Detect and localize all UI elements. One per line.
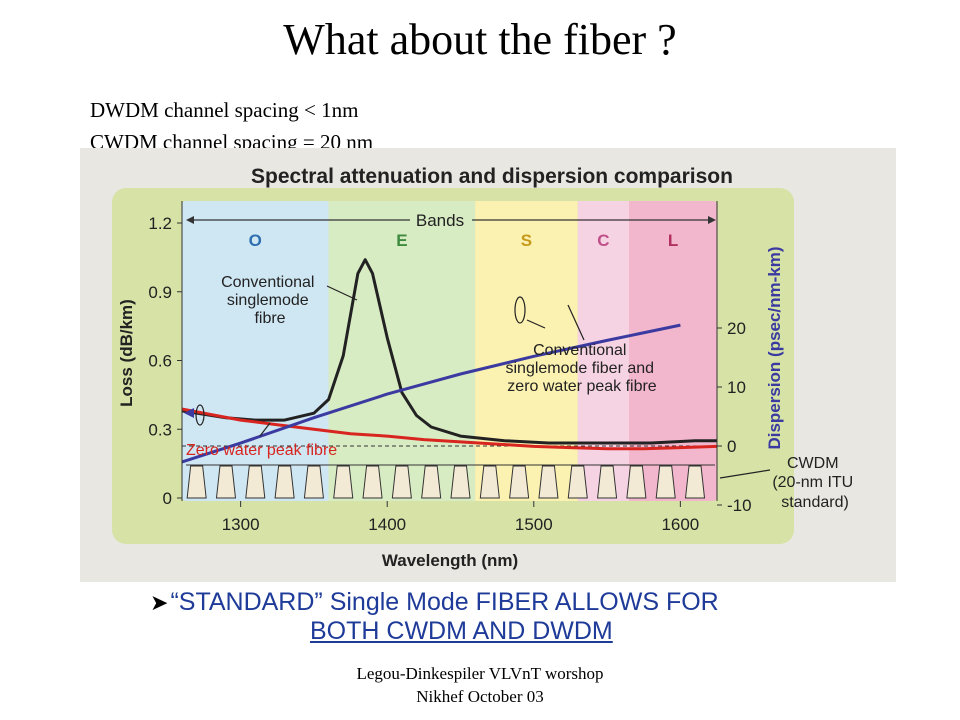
- x-tick-label: 1400: [368, 515, 406, 534]
- spectral-chart: Spectral attenuation and dispersion comp…: [80, 148, 896, 582]
- cwdm-channel: [391, 465, 412, 499]
- bands-arrow-right-head: [708, 216, 716, 224]
- cwdm-channel: [655, 465, 676, 499]
- y2-tick-label: 20: [727, 319, 746, 338]
- slide-title: What about the fiber ?: [283, 15, 677, 64]
- cwdm-channel: [362, 465, 383, 499]
- x-tick-label: 1300: [222, 515, 260, 534]
- y-tick-label: 0.9: [148, 283, 172, 302]
- footer-event: Nikhef October 03: [416, 687, 544, 706]
- cwdm-channel: [421, 465, 442, 499]
- annotation-conventional-and-zwp: Conventional singlemode fiber and zero w…: [506, 342, 659, 395]
- bullet-line-1: “STANDARD” Single Mode FIBER ALLOWS FOR: [170, 588, 719, 616]
- band-label-s: S: [521, 231, 532, 250]
- series-line-1: [182, 258, 717, 445]
- y2-tick-label: 0: [727, 437, 736, 456]
- arrow-bullet-icon: ➤: [150, 590, 169, 615]
- y-tick-label: 1.2: [148, 214, 172, 233]
- y-tick-label: 0: [163, 489, 172, 508]
- pointer-zero-water-peak: [259, 422, 271, 437]
- y-axis-title: Loss (dB/km): [117, 299, 136, 407]
- cwdm-channel: [567, 465, 588, 499]
- key-point-bullet: ➤“STANDARD” Single Mode FIBER ALLOWS FOR…: [150, 588, 910, 646]
- band-label-e: E: [396, 231, 407, 250]
- band-c: [577, 201, 630, 501]
- cwdm-channel: [333, 465, 354, 499]
- cwdm-channel: [245, 465, 266, 499]
- annotation-conventional: Conventional singlemode fibre: [221, 274, 319, 327]
- band-label-l: L: [668, 231, 678, 250]
- y2-tick-label: 10: [727, 378, 746, 397]
- cwdm-channel: [450, 465, 471, 499]
- cwdm-channel: [303, 465, 324, 499]
- series-line-2: [182, 404, 717, 451]
- bands-label: Bands: [416, 211, 464, 230]
- cwdm-channel: [597, 465, 618, 499]
- cwdm-channel: [684, 465, 706, 499]
- dwdm-spacing-line: DWDM channel spacing < 1nm: [90, 98, 359, 122]
- series-line-3: [182, 323, 681, 464]
- pointer-ellipse: [514, 296, 526, 324]
- loss-axis-arrow: [184, 408, 194, 418]
- bullet-line-2: BOTH CWDM AND DWDM: [310, 617, 613, 645]
- chart-title: Spectral attenuation and dispersion comp…: [251, 165, 733, 188]
- annotation-zero-water-peak: Zero water peak fibre: [186, 442, 337, 459]
- cwdm-channel: [538, 465, 559, 499]
- band-l: [629, 201, 717, 501]
- y-tick-label: 0.6: [148, 352, 172, 371]
- pointer-conventional: [326, 285, 358, 301]
- band-label-c: C: [597, 231, 609, 250]
- pointer-cwdm: [719, 469, 771, 479]
- loss-axis-ellipse: [195, 404, 205, 426]
- y2-tick-label: -10: [727, 496, 752, 515]
- pointer-dispersion: [567, 304, 585, 341]
- band-o: [182, 201, 329, 501]
- y-tick-label: 0.3: [148, 420, 172, 439]
- cwdm-channel: [626, 465, 647, 499]
- cwdm-channel: [509, 465, 530, 499]
- band-label-o: O: [249, 231, 262, 250]
- bands-arrow-left-head: [186, 216, 194, 224]
- cwdm-channel: [274, 465, 295, 499]
- x-axis-title: Wavelength (nm): [382, 551, 518, 570]
- x-tick-label: 1500: [515, 515, 553, 534]
- cwdm-channel: [215, 465, 237, 499]
- pointer-ellipse-arrow: [526, 319, 546, 329]
- footer-author: Legou-Dinkespiler VLVnT worshop: [356, 664, 604, 683]
- cwdm-channel: [479, 465, 500, 499]
- y2-axis-title: Dispersion (psec/nm-km): [765, 246, 784, 449]
- cwdm-channel: [186, 465, 207, 499]
- x-tick-label: 1600: [661, 515, 699, 534]
- band-e: [328, 201, 476, 501]
- annotation-cwdm: CWDM (20-nm ITU standard): [772, 455, 857, 511]
